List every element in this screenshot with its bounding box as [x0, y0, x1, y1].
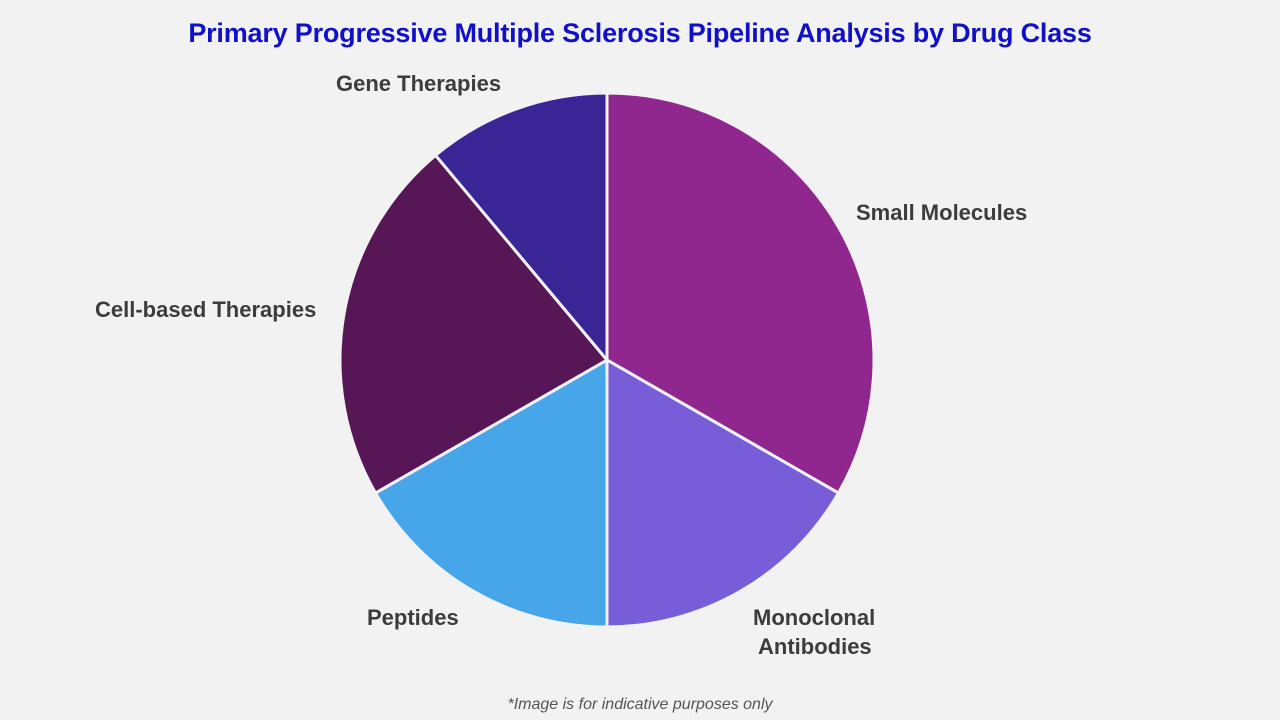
label-small-molecules: Small Molecules [856, 200, 1028, 225]
pie-slice-monoclonal-antibodies [605, 358, 841, 629]
pie-slice-small-molecules [605, 91, 876, 495]
label-monoclonal-antibodies-line2: Antibodies [758, 634, 872, 659]
pie-slice-cell-based-therapies [338, 153, 609, 495]
chart-title: Primary Progressive Multiple Sclerosis P… [188, 18, 1092, 48]
label-peptides: Peptides [367, 605, 459, 630]
label-monoclonal-antibodies-line1: Monoclonal [753, 605, 876, 630]
label-gene-therapies: Gene Therapies [336, 71, 502, 96]
label-cell-based-therapies: Cell-based Therapies [95, 297, 317, 322]
pie-slice-gene-therapies [434, 91, 609, 362]
footnote: *Image is for indicative purposes only [507, 696, 773, 713]
pie-slice-peptides [373, 358, 609, 629]
